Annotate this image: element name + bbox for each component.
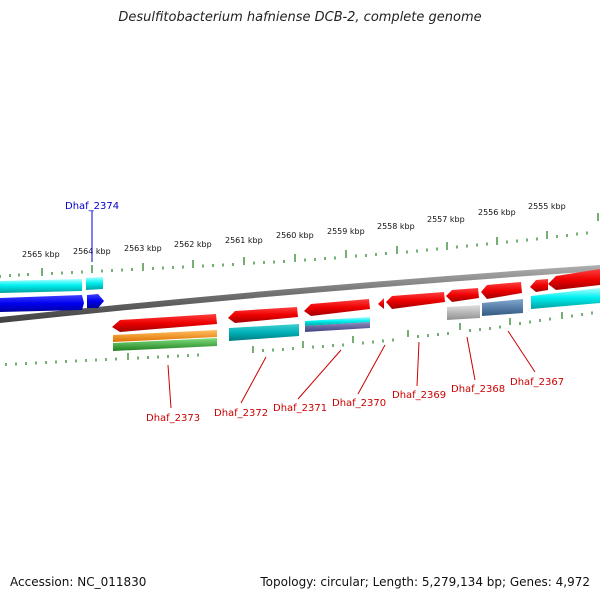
kbp-label: 2560 kbp: [276, 231, 314, 240]
gene-labels[interactable]: Dhaf_2373 Dhaf_2372 Dhaf_2371 Dhaf_2370 …: [146, 377, 564, 424]
gene-label-dhaf2372[interactable]: Dhaf_2372: [214, 408, 268, 419]
label-leader-lines: [167, 330, 536, 409]
topology-text: Topology: circular; Length: 5,279,134 bp…: [260, 575, 590, 589]
kbp-label: 2555 kbp: [528, 202, 566, 211]
accession-text: Accession: NC_011830: [10, 575, 147, 589]
genome-backbone: [0, 265, 600, 323]
gene-label-dhaf2373[interactable]: Dhaf_2373: [146, 413, 200, 424]
gene-features-forward[interactable]: [112, 269, 600, 332]
gene-annotation-bands: [113, 288, 600, 351]
kbp-label: 2563 kbp: [124, 244, 162, 253]
kbp-label: 2556 kbp: [478, 208, 516, 217]
gene-cyan-dhaf2374[interactable]: [86, 277, 103, 290]
gene-label-dhaf2371[interactable]: Dhaf_2371: [273, 403, 327, 414]
map-title: Desulfitobacterium hafniense DCB-2, comp…: [118, 10, 482, 25]
gene-dhaf2370[interactable]: [378, 298, 384, 309]
kbp-label: 2565 kbp: [22, 250, 60, 259]
gene-label-dhaf2374[interactable]: Dhaf_2374: [65, 201, 119, 212]
gene-dhaf2369[interactable]: [386, 292, 445, 309]
kbp-label: 2558 kbp: [377, 222, 415, 231]
gene-blue-left[interactable]: [0, 295, 84, 312]
gene-label-dhaf2368[interactable]: Dhaf_2368: [451, 384, 505, 395]
gene-red-b[interactable]: [548, 269, 600, 290]
gene-label-dhaf2370[interactable]: Dhaf_2370: [332, 398, 386, 409]
kbp-label: 2557 kbp: [427, 215, 465, 224]
gene-dhaf2372[interactable]: [228, 307, 298, 323]
gene-dhaf2367[interactable]: [481, 282, 522, 299]
highlight-label-group[interactable]: Dhaf_2374: [65, 201, 119, 262]
gene-blue-dhaf2374[interactable]: [87, 294, 104, 308]
gene-dhaf2373[interactable]: [112, 314, 217, 332]
outer-tick-ruler: [0, 213, 599, 278]
kbp-label: 2561 kbp: [225, 236, 263, 245]
gene-label-dhaf2369[interactable]: Dhaf_2369: [392, 390, 446, 401]
gene-features-outer[interactable]: [0, 277, 104, 312]
inner-tick-ruler: [5, 311, 593, 366]
gene-cyan-outer[interactable]: [0, 279, 82, 293]
kbp-label: 2559 kbp: [327, 227, 365, 236]
gene-dhaf2371[interactable]: [304, 299, 370, 316]
gene-red-a[interactable]: [530, 279, 548, 292]
gene-label-dhaf2367[interactable]: Dhaf_2367: [510, 377, 564, 388]
kbp-label: 2562 kbp: [174, 240, 212, 249]
gene-dhaf2368[interactable]: [446, 288, 479, 302]
